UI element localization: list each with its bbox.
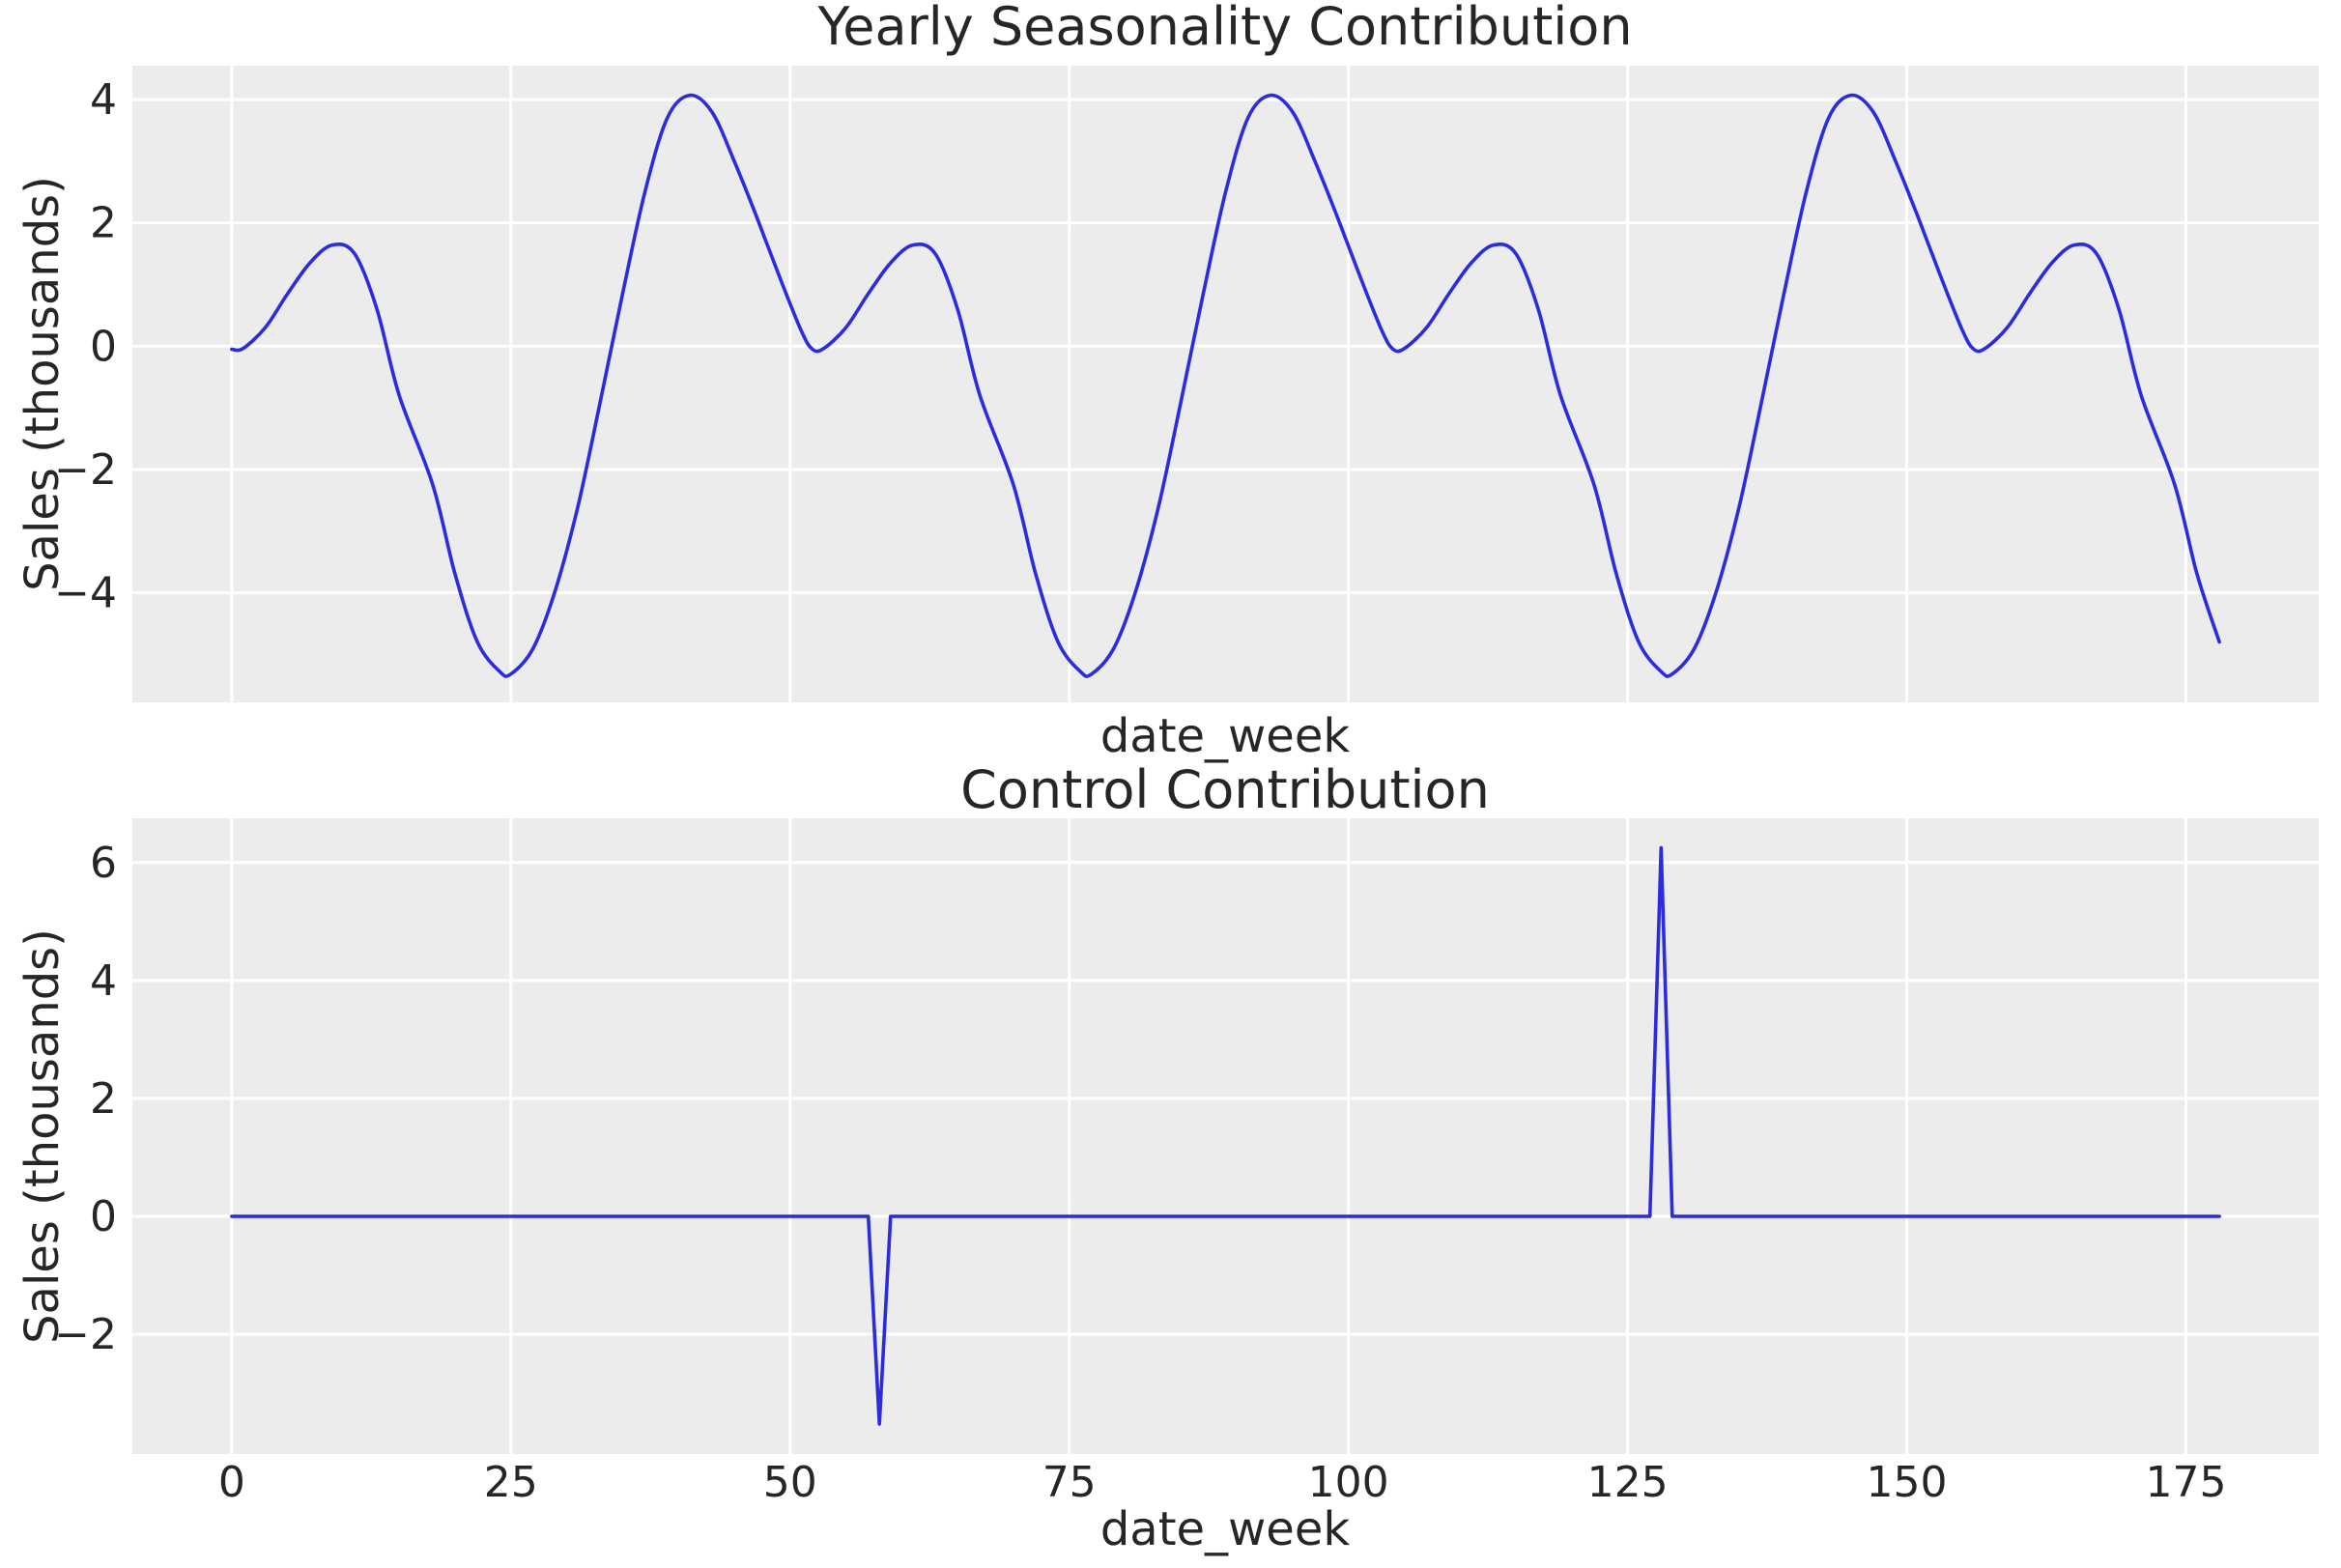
ytick-label: 4: [90, 75, 117, 125]
ytick-label: −2: [54, 445, 117, 495]
ytick-label: −2: [54, 1310, 117, 1359]
seasonality-title: Yearly Seasonality Contribution: [816, 0, 1632, 57]
xtick-label: 75: [1042, 1458, 1097, 1507]
ytick-label: 2: [90, 199, 117, 248]
xtick-label: 100: [1308, 1458, 1389, 1507]
seasonality-plot-area: [132, 66, 2319, 702]
xtick-label: 125: [1587, 1458, 1669, 1507]
control-xaxis-label: date_week: [1100, 1502, 1351, 1556]
ytick-label: 6: [90, 839, 117, 888]
control-xtick-labels: 0 25 50 75 100 125 150 175: [218, 1458, 2227, 1507]
control-plot-area: [132, 818, 2319, 1454]
ytick-label: 0: [90, 322, 117, 371]
seasonality-yaxis-label: Sales (thousands): [15, 176, 70, 591]
xtick-label: 175: [2145, 1458, 2226, 1507]
seasonality-ytick-labels: −4 −2 0 2 4: [54, 75, 117, 617]
xtick-label: 0: [218, 1458, 245, 1507]
ytick-label: 4: [90, 956, 117, 1006]
control-line-series: [230, 845, 2221, 1426]
control-ytick-labels: −2 0 2 4 6: [54, 839, 117, 1359]
ytick-label: −4: [54, 568, 117, 617]
xtick-label: 150: [1867, 1458, 1948, 1507]
seasonality-xaxis-label: date_week: [1100, 709, 1351, 763]
control-yaxis-label: Sales (thousands): [15, 928, 70, 1344]
ytick-label: 2: [90, 1074, 117, 1124]
xtick-label: 50: [763, 1458, 817, 1507]
control-title: Control Contribution: [960, 759, 1490, 820]
ytick-label: 0: [90, 1192, 117, 1241]
xtick-label: 25: [484, 1458, 538, 1507]
control-subplot: −2 0 2 4 6 0 25 50 75 100 125 150 175 Control Contr…: [15, 759, 2319, 1556]
seasonality-gridlines: [132, 66, 2319, 702]
seasonality-line-series: [230, 93, 2221, 678]
